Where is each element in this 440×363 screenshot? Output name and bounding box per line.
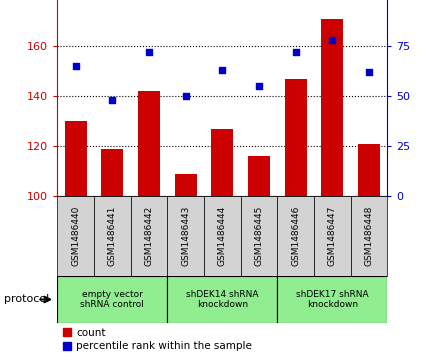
Bar: [138, 91, 160, 196]
Point: [365, 69, 372, 75]
Text: GSM1486443: GSM1486443: [181, 206, 190, 266]
Text: GSM1486442: GSM1486442: [144, 206, 154, 266]
Text: shDEK14 shRNA
knockdown: shDEK14 shRNA knockdown: [186, 290, 258, 309]
FancyBboxPatch shape: [351, 196, 387, 276]
Bar: [101, 148, 123, 196]
Text: GSM1486448: GSM1486448: [364, 206, 374, 266]
Bar: [285, 79, 307, 196]
FancyBboxPatch shape: [277, 196, 314, 276]
Bar: [211, 129, 233, 196]
FancyBboxPatch shape: [204, 196, 241, 276]
FancyBboxPatch shape: [241, 196, 277, 276]
Text: GSM1486447: GSM1486447: [328, 206, 337, 266]
Point: [292, 49, 299, 55]
FancyBboxPatch shape: [167, 276, 277, 323]
Point: [219, 68, 226, 73]
Legend: count, percentile rank within the sample: count, percentile rank within the sample: [62, 328, 252, 351]
FancyBboxPatch shape: [57, 196, 94, 276]
FancyBboxPatch shape: [131, 196, 167, 276]
Bar: [65, 121, 87, 196]
Text: GSM1486440: GSM1486440: [71, 206, 80, 266]
Bar: [321, 19, 343, 196]
FancyBboxPatch shape: [167, 196, 204, 276]
Text: GSM1486441: GSM1486441: [108, 206, 117, 266]
Text: empty vector
shRNA control: empty vector shRNA control: [80, 290, 144, 309]
Point: [329, 37, 336, 43]
Text: shDEK17 shRNA
knockdown: shDEK17 shRNA knockdown: [296, 290, 369, 309]
FancyBboxPatch shape: [314, 196, 351, 276]
Text: GSM1486444: GSM1486444: [218, 206, 227, 266]
Point: [145, 49, 152, 55]
Point: [72, 63, 79, 69]
Point: [255, 83, 262, 89]
Bar: [248, 156, 270, 196]
Point: [109, 97, 116, 103]
Text: GSM1486445: GSM1486445: [254, 206, 264, 266]
Text: protocol: protocol: [4, 294, 50, 305]
FancyBboxPatch shape: [94, 196, 131, 276]
Bar: [175, 174, 197, 196]
Point: [182, 93, 189, 99]
FancyBboxPatch shape: [57, 276, 167, 323]
Text: GSM1486446: GSM1486446: [291, 206, 300, 266]
Bar: [358, 144, 380, 196]
FancyBboxPatch shape: [277, 276, 387, 323]
